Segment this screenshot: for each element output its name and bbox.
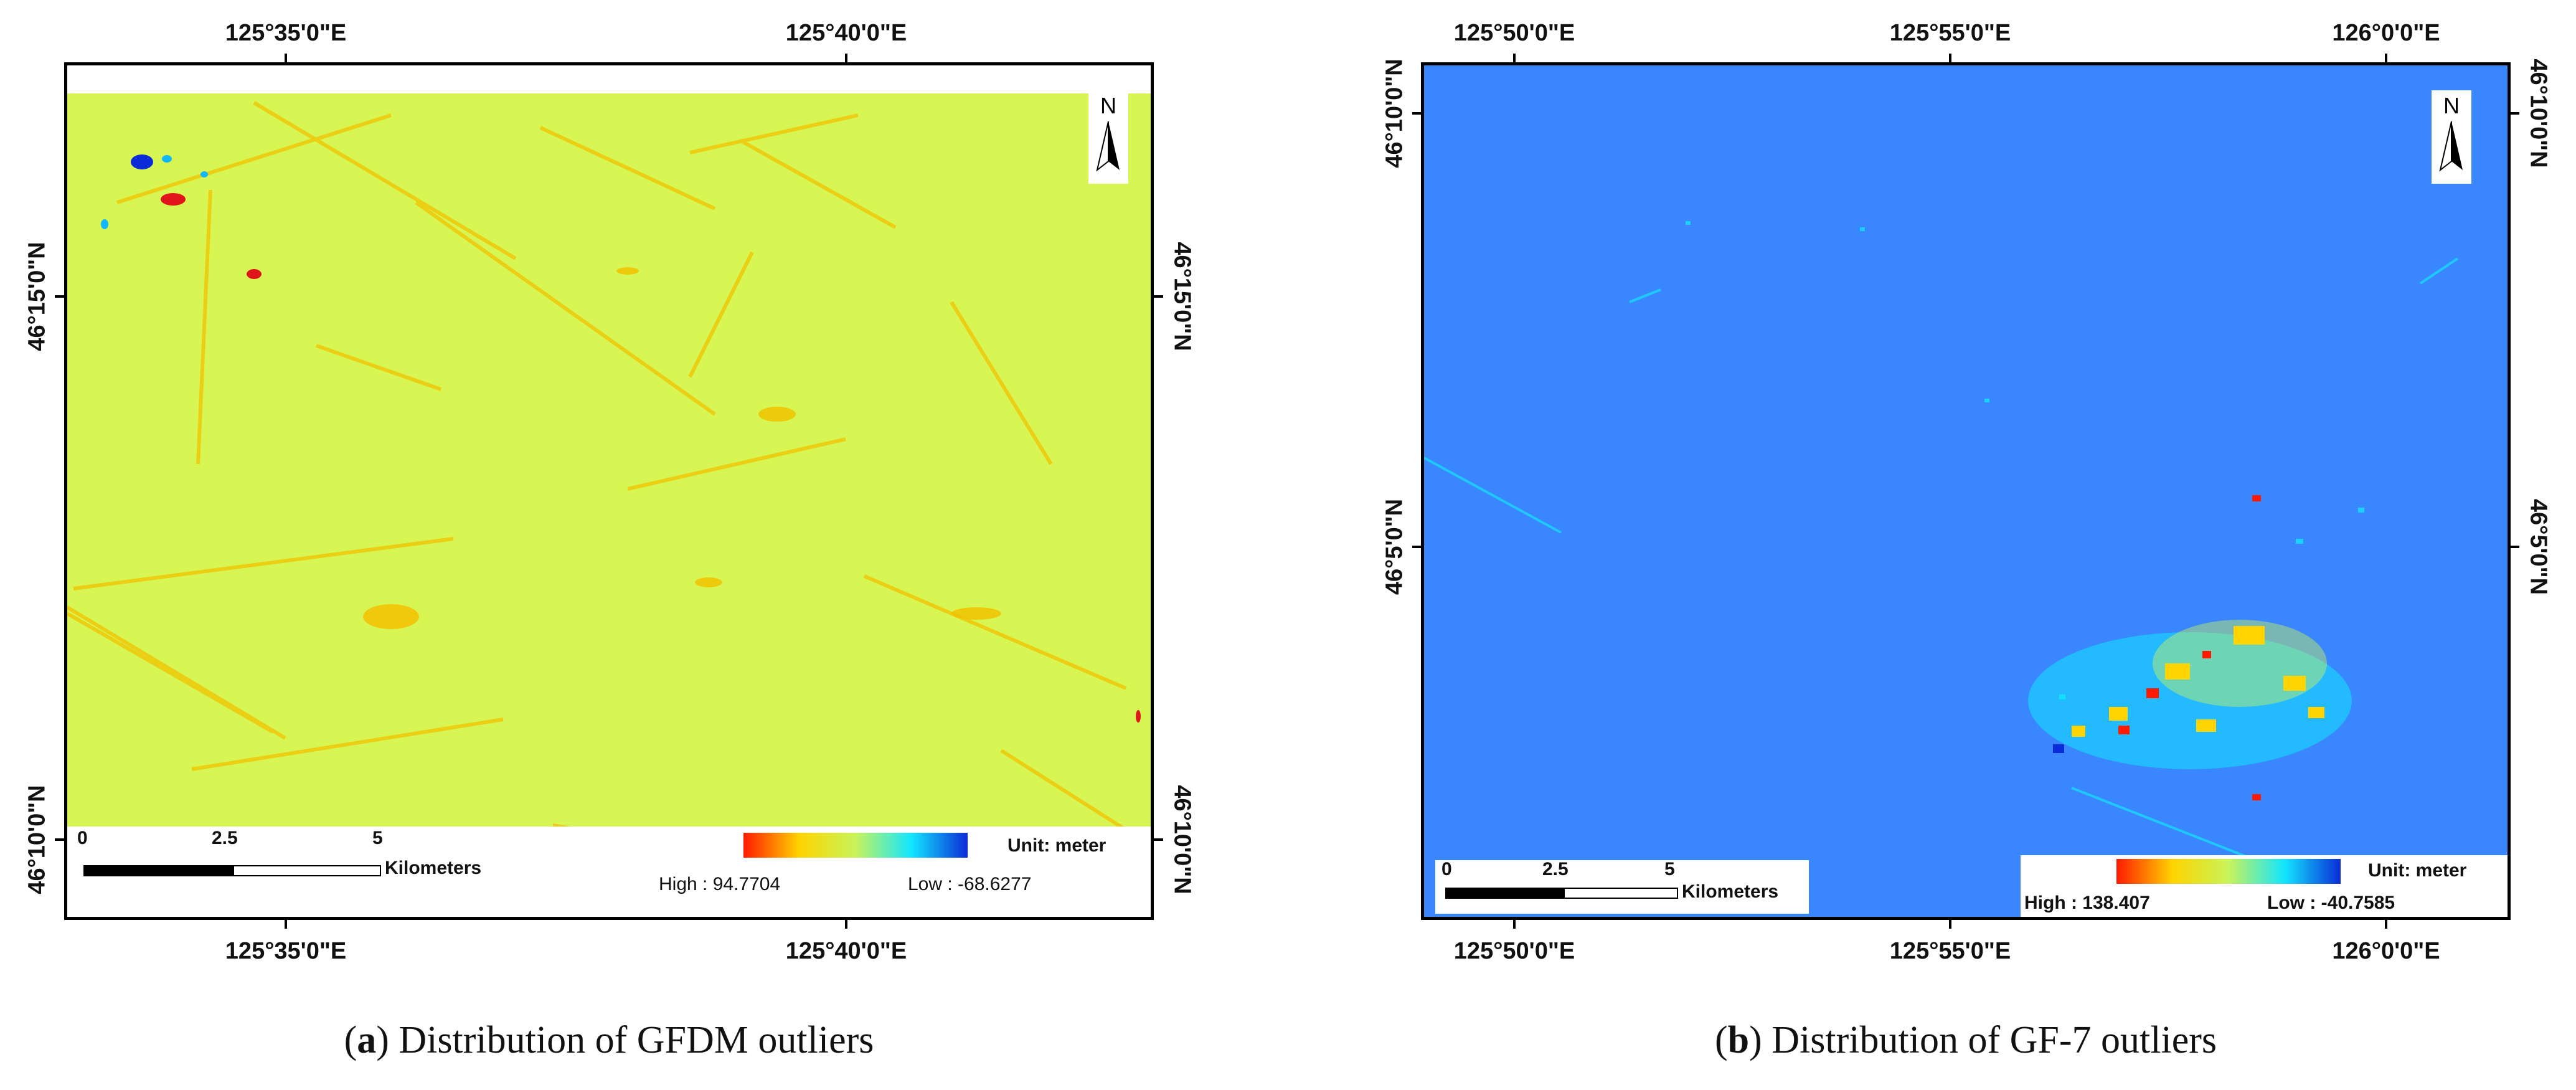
tick (1153, 295, 1163, 298)
bottom-coord-b-1: 125°50'0"E (1453, 938, 1575, 964)
spot-outliers (363, 267, 1001, 629)
tick (2509, 546, 2519, 548)
tick (1153, 838, 1163, 841)
scale-bar-black (83, 865, 233, 876)
tick (1412, 546, 1422, 548)
urban-outlier-cluster (2028, 495, 2352, 800)
top-coord-a-2: 125°40'0"E (785, 20, 907, 46)
tick (1412, 112, 1422, 115)
left-coord-a-2: 46°10'0"N (24, 785, 50, 894)
tick (55, 838, 65, 841)
left-coord-a-1: 46°15'0"N (24, 242, 50, 351)
unit-label: Unit: meter (1007, 835, 1106, 856)
caption-text: Distribution of GFDM outliers (399, 1019, 874, 1061)
map-frame-a: N 0 2.5 5 Kilometers Unit: meter High : … (64, 62, 1154, 920)
tick (845, 54, 847, 64)
scale-bar-white (1564, 888, 1678, 899)
white-strip (67, 65, 1151, 93)
scale-label-2-5: 2.5 (1542, 859, 1569, 879)
color-ramp-b (2116, 859, 2341, 884)
tick (845, 919, 847, 929)
high-label: High : 94.7704 (659, 874, 781, 894)
top-coord-b-1: 125°50'0"E (1453, 20, 1575, 46)
tick (1949, 919, 1951, 929)
scale-box-b: 0 2.5 5 Kilometers (1435, 859, 1809, 914)
tick (285, 919, 287, 929)
north-label: N (1100, 93, 1116, 118)
gf7-outlier-map (1424, 65, 2508, 917)
tick (1513, 919, 1516, 929)
scale-unit: Kilometers (1682, 881, 1779, 902)
map-background (67, 93, 1151, 917)
scale-bar-white (233, 865, 381, 876)
tick (2385, 919, 2387, 929)
tick (55, 295, 65, 298)
top-coord-a-1: 125°35'0"E (225, 20, 347, 46)
legend-b: Unit: meter High : 138.407 Low : -40.758… (2021, 855, 2508, 917)
tick (285, 54, 287, 64)
north-arrow-a: N (1088, 90, 1128, 184)
scale-label-0: 0 (1441, 859, 1452, 879)
top-coord-b-3: 126°0'0"E (2332, 20, 2440, 46)
right-coord-a-2: 46°10'0"N (1169, 785, 1196, 894)
north-arrow-b: N (2432, 90, 2471, 184)
right-coord-b-1: 46°10'0"N (2525, 59, 2552, 168)
linear-feature-outliers (1424, 257, 2459, 858)
caption-letter: b (1727, 1019, 1750, 1061)
tick (2385, 54, 2387, 64)
color-ramp-a (743, 833, 968, 858)
gfdm-outlier-map (67, 65, 1151, 917)
low-label: Low : -40.7585 (2267, 893, 2395, 913)
map-background (1424, 65, 2508, 917)
scale-bar-black (1445, 888, 1564, 899)
caption-letter: a (357, 1019, 377, 1061)
caption-a: (a) Distribution of GFDM outliers (344, 1019, 874, 1061)
caption-text: Distribution of GF-7 outliers (1772, 1019, 2217, 1061)
caption-b: (b) Distribution of GF-7 outliers (1715, 1019, 2217, 1061)
bottom-coord-a-1: 125°35'0"E (225, 938, 347, 964)
linear-feature-outliers (67, 101, 1139, 877)
north-label: N (2443, 93, 2460, 118)
legend-a: 0 2.5 5 Kilometers Unit: meter High : 94… (67, 827, 1151, 917)
low-label: Low : -68.6277 (908, 874, 1032, 894)
bottom-coord-b-2: 125°55'0"E (1889, 938, 2011, 964)
scale-label-0: 0 (77, 828, 88, 848)
top-coord-b-2: 125°55'0"E (1889, 20, 2011, 46)
right-coord-a-1: 46°15'0"N (1169, 242, 1196, 351)
left-coord-b-1: 46°10'0"N (1381, 59, 1408, 168)
bottom-coord-b-3: 126°0'0"E (2332, 938, 2440, 964)
scale-label-5: 5 (1664, 859, 1675, 879)
high-label: High : 138.407 (2024, 893, 2150, 913)
tick (2509, 112, 2519, 115)
scale-label-5: 5 (372, 828, 383, 848)
map-frame-b: N 0 2.5 5 Kilometers Unit: meter High : … (1421, 62, 2511, 920)
scattered-outliers (1686, 221, 2364, 699)
right-coord-b-2: 46°5'0"N (2525, 498, 2552, 595)
north-arrow-icon (2439, 121, 2463, 172)
scale-unit: Kilometers (385, 858, 482, 878)
unit-label: Unit: meter (2368, 860, 2467, 881)
extreme-outliers (101, 154, 1141, 723)
north-arrow-icon (1096, 121, 1120, 172)
scale-label-2-5: 2.5 (212, 828, 238, 848)
bottom-coord-a-2: 125°40'0"E (785, 938, 907, 964)
left-coord-b-2: 46°5'0"N (1381, 498, 1408, 595)
tick (1949, 54, 1951, 64)
tick (1513, 54, 1516, 64)
